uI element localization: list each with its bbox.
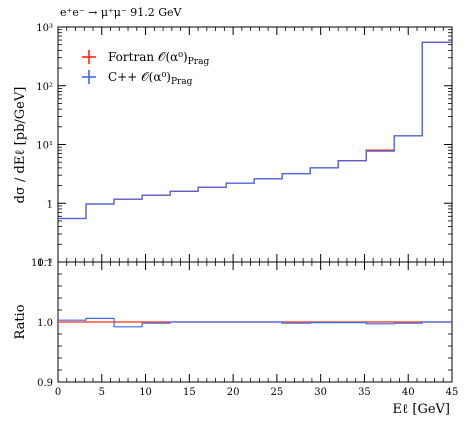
ratio-panel: 0.9 1.0 1.1 0 5 10 15 20 25 30 35 40 45 Ratio Eℓ [G… <box>13 258 458 417</box>
ratio-x-tick-label: 40 <box>402 387 415 398</box>
ratio-x-tick-label: 5 <box>99 387 105 398</box>
ratio-y-tick-label: 1.1 <box>37 258 53 269</box>
ratio-x-tick-label: 15 <box>183 387 196 398</box>
legend-label-fortran-sub: Prag <box>188 57 210 67</box>
main-y-tick-label: 10¹ <box>36 141 53 152</box>
ratio-x-tick-label: 35 <box>358 387 371 398</box>
main-y-ticks: 10⁻¹ 1 10¹ 10² 10³ <box>31 23 452 269</box>
main-y-tick-label: 1 <box>47 199 53 210</box>
ratio-y-tick-label: 0.9 <box>37 378 53 389</box>
main-series-step-1 <box>58 41 452 220</box>
legend-item-fortran: Fortran 𝒪(α⁰)Prag <box>82 50 209 67</box>
ratio-x-ticks: 0 5 10 15 20 25 30 35 40 45 <box>55 262 459 398</box>
main-x-ticks <box>57 27 453 262</box>
legend-label-fortran: Fortran 𝒪(α⁰)Prag <box>108 50 209 67</box>
ratio-x-tick-label: 25 <box>271 387 284 398</box>
legend-label-cpp-main: C++ 𝒪(α⁰) <box>108 70 171 84</box>
ratio-y-tick-label: 1.0 <box>37 318 53 329</box>
main-y-label: dσ / dEℓ [pb/GeV] <box>13 87 28 204</box>
ratio-x-tick-label: 45 <box>446 387 459 398</box>
ratio-x-tick-label: 0 <box>55 387 61 398</box>
ratio-x-tick-label: 30 <box>314 387 327 398</box>
main-y-tick-label: 10³ <box>36 23 53 34</box>
main-y-tick-label: 10⁻¹ <box>31 258 53 269</box>
main-panel: 10⁻¹ 1 10¹ 10² 10³ dσ / dEℓ [pb/GeV] Fortran… <box>13 23 453 269</box>
ratio-x-tick-label: 20 <box>227 387 240 398</box>
legend-label-cpp-sub: Prag <box>171 77 193 87</box>
ratio-series-step-0 <box>58 317 452 328</box>
x-axis-label: Eℓ [GeV] <box>393 402 450 417</box>
legend-label-cpp: C++ 𝒪(α⁰)Prag <box>108 70 193 87</box>
ratio-series-group <box>58 317 452 328</box>
legend-label-fortran-main: Fortran 𝒪(α⁰) <box>108 50 188 64</box>
legend-item-cpp: C++ 𝒪(α⁰)Prag <box>82 70 193 87</box>
chart-title: e⁺e⁻ → μ⁺μ⁻ 91.2 GeV <box>60 6 183 19</box>
legend: Fortran 𝒪(α⁰)Prag C++ 𝒪(α⁰)Prag <box>82 50 209 87</box>
ratio-y-label: Ratio <box>13 304 28 339</box>
ratio-x-tick-label: 10 <box>139 387 152 398</box>
main-series-group <box>58 41 452 220</box>
main-series-step-0 <box>58 41 452 220</box>
main-y-tick-label: 10² <box>36 82 53 93</box>
